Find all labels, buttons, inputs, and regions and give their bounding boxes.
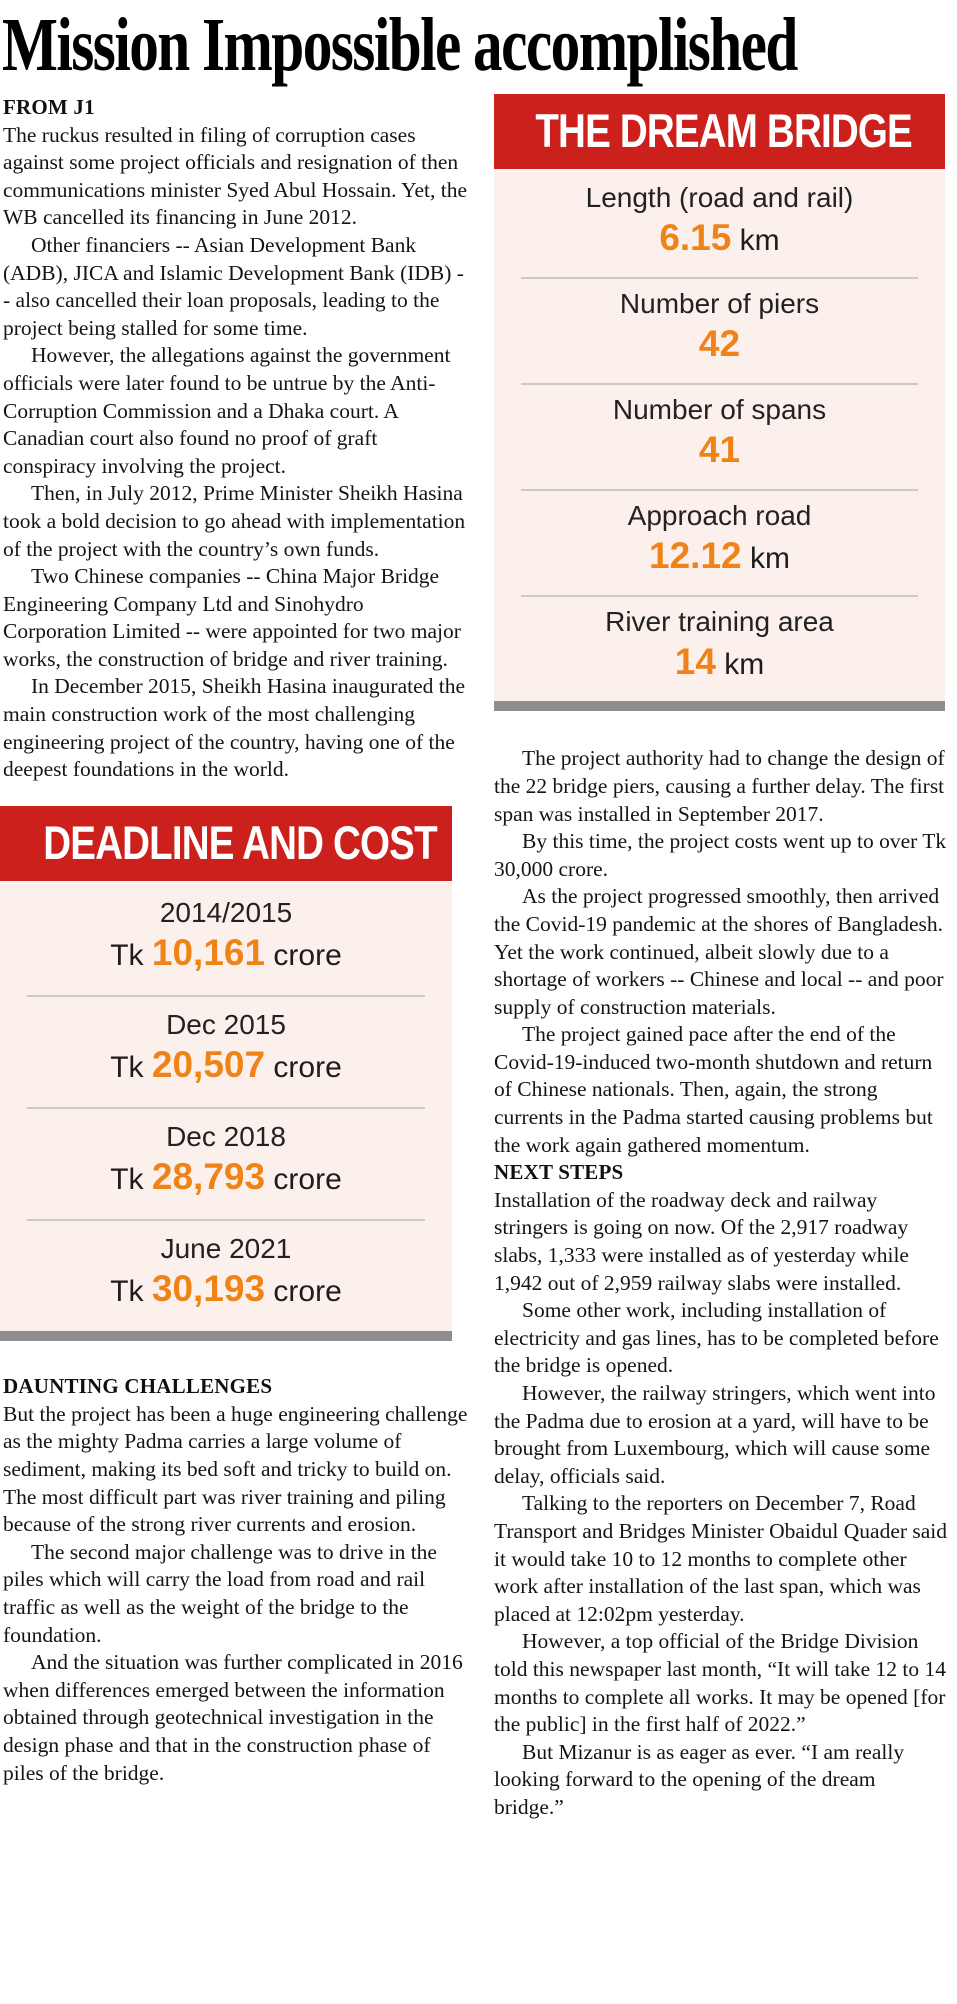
stat-prefix: Tk (110, 939, 152, 973)
body-paragraph: Some other work, including installation … (494, 1298, 939, 1378)
stat-row: Number of piers 42 (494, 279, 945, 383)
stat-row: River training area 14 km (494, 597, 945, 701)
infobox-bottom-bar (0, 1331, 452, 1342)
stat-label: Length (road and rail) (585, 182, 854, 214)
body-paragraph: Then, in July 2012, Prime Minister Sheik… (3, 481, 466, 561)
stat-value: 12.12 km (500, 535, 939, 585)
body-paragraph: But the project has been a huge engineer… (3, 1401, 468, 1537)
body-paragraph: Other financiers -- Asian Development Ba… (3, 232, 464, 340)
stat-prefix: Tk (110, 1163, 152, 1197)
stat-row: June 2021 Tk 30,193 crore (0, 1221, 452, 1331)
body-paragraph: However, a top official of the Bridge Di… (494, 1629, 947, 1737)
body-paragraph: By this time, the project costs went up … (494, 829, 947, 881)
stat-unit: km (741, 542, 790, 576)
infobox-title: THE DREAM BRIDGE (535, 104, 912, 157)
stat-value: Tk 10,161 crore (6, 932, 446, 982)
stat-label: Dec 2015 (166, 1009, 286, 1041)
infobox-title: DEADLINE AND COST (43, 815, 437, 869)
divider (27, 1219, 425, 1222)
stat-number: 30,193 (151, 1268, 266, 1310)
stat-row: Approach road 12.12 km (494, 491, 945, 595)
stat-row: Length (road and rail) 6.15 km (494, 173, 945, 277)
stat-number: 41 (698, 429, 741, 471)
stat-number: 12.12 (649, 535, 742, 577)
divider (521, 595, 918, 598)
body-paragraph: The ruckus resulted in filing of corrupt… (3, 122, 468, 230)
stat-unit: km (731, 224, 780, 258)
article-columns: FROM J1 The ruckus resulted in filing of… (0, 94, 957, 1822)
divider (521, 277, 918, 280)
stat-row: Number of spans 41 (494, 385, 945, 489)
stat-value: 6.15 km (500, 217, 939, 267)
body-paragraph: However, the railway stringers, which we… (494, 1381, 936, 1488)
stat-value: Tk 30,193 crore (6, 1268, 446, 1318)
dream-bridge-infobox: THE DREAM BRIDGE Length (road and rail) … (494, 94, 945, 712)
infobox-header: THE DREAM BRIDGE (494, 94, 945, 170)
stat-number: 28,793 (151, 1156, 266, 1198)
stat-value: 41 (500, 429, 939, 479)
section-header: DAUNTING CHALLENGES (3, 1374, 273, 1399)
infobox-header: DEADLINE AND COST (0, 805, 452, 882)
stat-label: June 2021 (160, 1233, 292, 1265)
right-column: THE DREAM BRIDGE Length (road and rail) … (494, 94, 950, 1822)
stat-prefix: Tk (110, 1275, 152, 1309)
stat-label: Number of spans (612, 394, 827, 426)
stat-value: Tk 20,507 crore (6, 1044, 446, 1094)
body-paragraph: As the project progressed smoothly, then… (494, 884, 944, 1019)
stat-number: 14 (674, 641, 716, 683)
stat-value: 14 km (500, 641, 939, 691)
stat-number: 20,507 (151, 1044, 266, 1086)
stat-row: 2014/2015 Tk 10,161 crore (0, 885, 452, 995)
section-header: NEXT STEPS (494, 1160, 624, 1185)
body-paragraph: The project gained pace after the end of… (494, 1022, 933, 1157)
stat-value: 42 (500, 323, 939, 373)
infobox-body: Length (road and rail) 6.15 km Number of… (494, 169, 945, 701)
stat-number: 10,161 (151, 932, 266, 974)
deadline-cost-infobox: DEADLINE AND COST 2014/2015 Tk 10,161 cr… (0, 805, 452, 1342)
stat-row: Dec 2015 Tk 20,507 crore (0, 997, 452, 1107)
stat-suffix: crore (265, 1051, 342, 1085)
body-paragraph: Two Chinese companies -- China Major Bri… (3, 564, 461, 671)
divider (521, 383, 918, 386)
body-paragraph: The project authority had to change the … (494, 746, 945, 826)
stat-unit: km (715, 648, 765, 682)
stat-label: 2014/2015 (159, 897, 293, 929)
body-paragraph: And the situation was further complicate… (3, 1650, 463, 1785)
body-paragraph: But Mizanur is as eager as ever. “I am r… (494, 1739, 905, 1819)
body-paragraph: Installation of the roadway deck and rai… (494, 1187, 909, 1295)
stat-label: Approach road (627, 500, 812, 532)
stat-suffix: crore (265, 1275, 342, 1309)
left-column: FROM J1 The ruckus resulted in filing of… (0, 94, 471, 1787)
divider (521, 489, 918, 492)
divider (27, 995, 425, 998)
stat-suffix: crore (265, 1163, 342, 1197)
stat-number: 6.15 (659, 217, 732, 259)
stat-prefix: Tk (110, 1051, 152, 1085)
continuation-tag: FROM J1 (3, 95, 95, 119)
divider (27, 1107, 425, 1110)
stat-label: Number of piers (619, 288, 820, 320)
stat-label: Dec 2018 (166, 1121, 286, 1153)
stat-number: 42 (698, 323, 741, 365)
infobox-body: 2014/2015 Tk 10,161 crore Dec 2015 Tk 20… (0, 881, 452, 1331)
body-paragraph: However, the allegations against the gov… (3, 343, 451, 478)
infobox-bottom-bar (494, 701, 945, 712)
stat-label: River training area (605, 606, 834, 638)
body-paragraph: The second major challenge was to drive … (3, 1539, 437, 1647)
stat-value: Tk 28,793 crore (6, 1156, 446, 1206)
headline: Mission Impossible accomplished (2, 3, 798, 87)
stat-row: Dec 2018 Tk 28,793 crore (0, 1109, 452, 1219)
body-paragraph: In December 2015, Sheikh Hasina inaugura… (3, 674, 466, 782)
body-paragraph: Talking to the reporters on December 7, … (494, 1491, 948, 1626)
stat-suffix: crore (265, 939, 342, 973)
